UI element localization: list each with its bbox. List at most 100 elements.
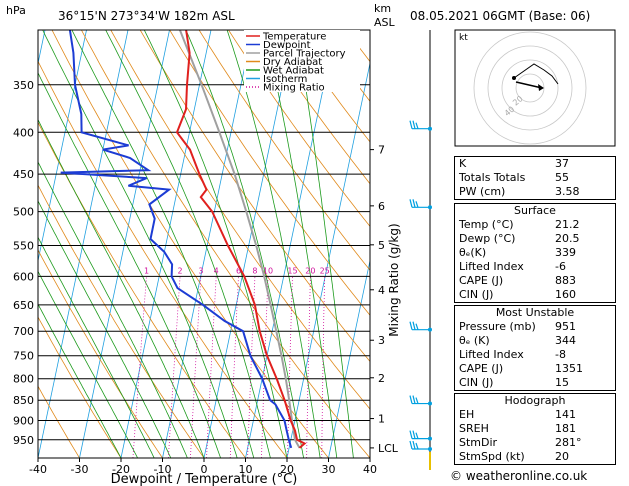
pressure-tick-label: 400 (13, 126, 34, 139)
table-row: CAPE (J) 883 (455, 274, 615, 288)
wind-barb-flag (409, 430, 413, 439)
x-tick-label: 30 (322, 463, 336, 476)
table-row: θₑ(K) 339 (455, 246, 615, 260)
pressure-tick-label: 850 (13, 394, 34, 407)
legend-box (244, 30, 360, 92)
wind-level-dot (428, 126, 432, 131)
table-row: PW (cm) 3.58 (455, 185, 615, 199)
row-label: θₑ(K) (459, 246, 487, 259)
hodograph-frame (454, 29, 616, 147)
wind-level-dot (428, 446, 432, 451)
isotherm-line (38, 30, 129, 458)
isotherm-line (203, 30, 295, 458)
table-row: StmSpd (kt) 20 (455, 450, 615, 464)
table-row: SREH 181 (455, 422, 615, 436)
mixing-ratio-line (168, 276, 181, 458)
row-label: Temp (°C) (459, 218, 514, 231)
table-row: CAPE (J) 1351 (455, 362, 615, 376)
wind-barb-flag (415, 397, 419, 404)
isotherm-line (286, 61, 370, 458)
pressure-tick-label: 950 (13, 434, 34, 447)
row-value: 21.2 (555, 218, 580, 231)
hodograph-ring (501, 59, 559, 117)
table-row: K 37 (455, 157, 615, 171)
hodograph-start-dot (512, 76, 516, 80)
x-tick-label: -30 (71, 463, 89, 476)
row-value: -6 (555, 260, 566, 273)
row-value: 55 (555, 171, 569, 184)
mixing-ratio-line (287, 276, 293, 458)
isotherm-line (328, 258, 370, 458)
legend-label: Dewpoint (263, 40, 311, 51)
mixing-ratio-line (261, 276, 269, 458)
legend-label: Isotherm (263, 74, 307, 85)
table-row: Lifted Index -6 (455, 260, 615, 274)
x-tick-label: 20 (280, 463, 294, 476)
mixing-ratio-line (321, 276, 326, 458)
wind-barb-flag (415, 323, 419, 330)
x-axis-label: Dewpoint / Temperature (°C) (111, 472, 298, 486)
row-value: 181 (555, 422, 576, 435)
wind-barb-flag (412, 199, 416, 208)
mixing-ratio-line (306, 276, 311, 458)
mixing-ratio-tick-label: 10 (263, 266, 273, 275)
table-row: CIN (J) 15 (455, 376, 615, 390)
wind-barb-flag (412, 395, 416, 404)
parcel-trajectory-profile (178, 30, 301, 449)
row-label: CAPE (J) (459, 274, 504, 287)
wind-barb-flag (412, 321, 416, 330)
hpa-label: hPa (6, 4, 26, 17)
isotherm-line (245, 30, 336, 458)
mixing-ratio-tick-label: 3 (198, 266, 203, 275)
surface-panel: Surface Temp (°C) 21.2 Dewp (°C) 20.5 θₑ(K) 3… (454, 203, 616, 303)
table-row: Totals Totals 55 (455, 171, 615, 185)
row-value: 141 (555, 408, 576, 421)
wind-barb-flag (409, 395, 413, 404)
km-tick-label: 6 (378, 200, 385, 213)
copyright-label: © weatheronline.co.uk (450, 469, 588, 483)
row-label: Lifted Index (459, 260, 524, 273)
surface-title: Surface (514, 204, 556, 217)
table-row: CIN (J) 160 (455, 288, 615, 302)
row-value: 15 (555, 376, 569, 389)
pressure-tick-label: 650 (13, 299, 34, 312)
mixing-ratio-tick-label: 4 (214, 266, 219, 275)
wind-level-dot (428, 401, 432, 406)
temperature-profile (175, 30, 307, 449)
mixing-ratio-line (132, 276, 147, 458)
row-label: Pressure (mb) (459, 320, 536, 333)
table-row: Pressure (mb) 951 (455, 320, 615, 334)
km-label: km (374, 2, 391, 15)
legend-label: Wet Adiabat (263, 66, 324, 77)
row-value: 339 (555, 246, 576, 259)
wet-adiabat-line (105, 30, 271, 458)
dry-adiabat-line (257, 30, 370, 185)
row-label: Totals Totals (459, 171, 526, 184)
dry-adiabat-line (38, 316, 122, 458)
mixing-ratio-tick-label: 8 (252, 266, 257, 275)
pressure-tick-label: 450 (13, 168, 34, 181)
row-label: SREH (459, 422, 489, 435)
dry-adiabat-line (51, 30, 329, 458)
km-tick-label: 3 (378, 334, 385, 347)
plot-frame (37, 29, 371, 459)
pressure-tick-label: 600 (13, 270, 34, 283)
isotherm-line (0, 30, 4, 458)
wind-barb-flag (415, 432, 419, 439)
hodograph-ring (487, 45, 573, 131)
row-value: 1351 (555, 362, 583, 375)
mixing-ratio-line (190, 276, 202, 458)
wind-level-dot (428, 327, 432, 332)
row-value: 20.5 (555, 232, 580, 245)
row-label: CIN (J) (459, 376, 494, 389)
row-value: 344 (555, 334, 576, 347)
row-value: -8 (555, 348, 566, 361)
row-value: 37 (555, 157, 569, 170)
mixing-ratio-tick-label: 1 (144, 266, 149, 275)
pressure-tick-label: 550 (13, 240, 34, 253)
mixing-ratio-tick-label: 15 (287, 266, 297, 275)
x-tick-label: -20 (112, 463, 130, 476)
pressure-tick-label: 750 (13, 350, 34, 363)
most-unstable-panel: Most Unstable Pressure (mb) 951 θₑ (K) 344 L… (454, 305, 616, 391)
